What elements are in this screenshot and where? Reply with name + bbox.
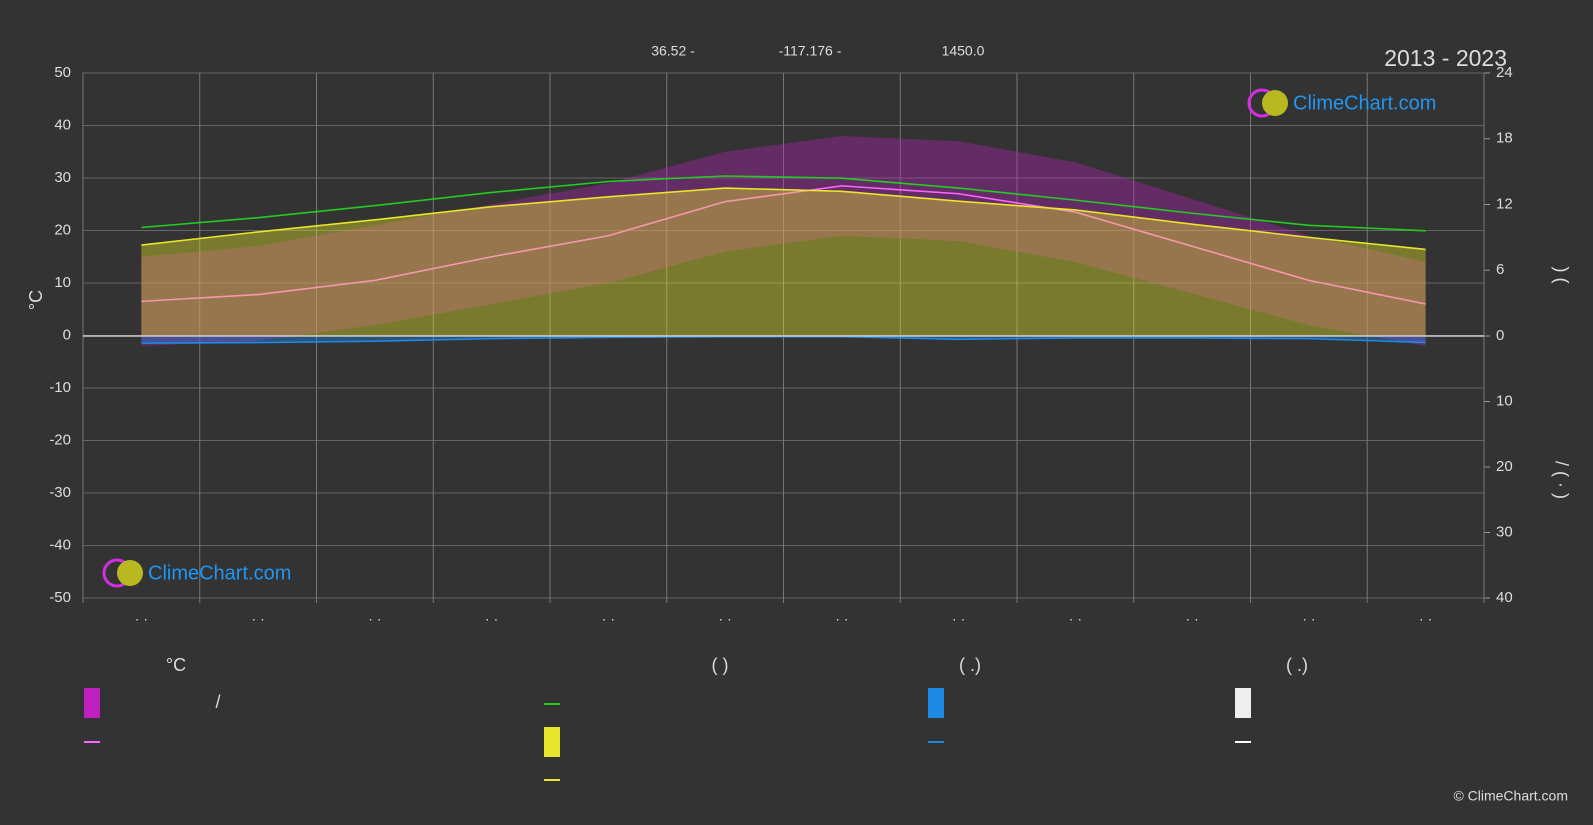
x-tick-label: · · (1419, 611, 1432, 627)
y-tick-label: -20 (49, 431, 71, 448)
x-tick-label: · · (485, 611, 498, 627)
latitude: 36.52 - (651, 43, 695, 59)
legend-header: ( ) (712, 655, 729, 675)
logo-text: ClimeChart.com (1293, 92, 1436, 114)
y-tick-label: 40 (54, 116, 71, 133)
elevation: 1450.0 (942, 43, 985, 59)
series-line (141, 187, 1426, 251)
x-tick-label: · · (602, 611, 615, 627)
y3-tick-label: 30 (1496, 523, 1513, 540)
longitude: -117.176 - (779, 43, 842, 59)
y-tick-label: 50 (54, 64, 71, 81)
legend-header: ( .) (1286, 655, 1308, 675)
copyright: © ClimeChart.com (1453, 788, 1568, 804)
logo-sun (1262, 90, 1288, 116)
y-tick-label: 10 (54, 274, 71, 291)
legend-swatch (928, 688, 944, 718)
logo-text: ClimeChart.com (148, 562, 291, 584)
y3-tick-label: 40 (1496, 589, 1513, 606)
x-tick-label: · · (1302, 611, 1315, 627)
y3-tick-label: 20 (1496, 458, 1513, 475)
y3-tick-label: 10 (1496, 392, 1513, 409)
legend-header: °C (166, 655, 186, 675)
series-line (141, 175, 1426, 232)
sunshine-area (141, 188, 1426, 336)
y2-tick-label: 18 (1496, 130, 1513, 147)
y2-axis-label: ) ( (1551, 267, 1571, 284)
y-tick-label: -30 (49, 484, 71, 501)
y2-tick-label: 24 (1496, 64, 1513, 81)
y-tick-label: -50 (49, 589, 71, 606)
legend-swatch (544, 727, 560, 757)
y2-tick-label: 12 (1496, 195, 1513, 212)
x-tick-label: · · (135, 611, 148, 627)
logo-sun (117, 560, 143, 586)
chart-title: 2013 - 2023 (1384, 45, 1507, 71)
x-tick-label: · · (952, 611, 965, 627)
x-tick-label: · · (368, 611, 381, 627)
y-tick-label: -40 (49, 536, 71, 553)
y-tick-label: 30 (54, 169, 71, 186)
y-tick-label: 20 (54, 221, 71, 238)
x-tick-label: · · (835, 611, 848, 627)
y2-tick-label: 6 (1496, 261, 1504, 278)
series-line (141, 185, 1426, 305)
x-tick-label: · · (252, 611, 265, 627)
y3-axis-label: / ( · ) (1551, 461, 1571, 499)
legend-header: ( .) (959, 655, 981, 675)
x-tick-label: · · (1186, 611, 1199, 627)
x-tick-label: · · (719, 611, 732, 627)
legend-swatch (1235, 688, 1251, 718)
legend-slash: / (215, 692, 220, 712)
legend-swatch (84, 688, 100, 718)
y-tick-label: 0 (63, 326, 71, 343)
y2-tick-label: 0 (1496, 327, 1504, 344)
y-tick-label: -10 (49, 379, 71, 396)
y-axis-label: °C (26, 290, 46, 310)
x-tick-label: · · (1069, 611, 1082, 627)
temperature-range (141, 136, 1426, 346)
